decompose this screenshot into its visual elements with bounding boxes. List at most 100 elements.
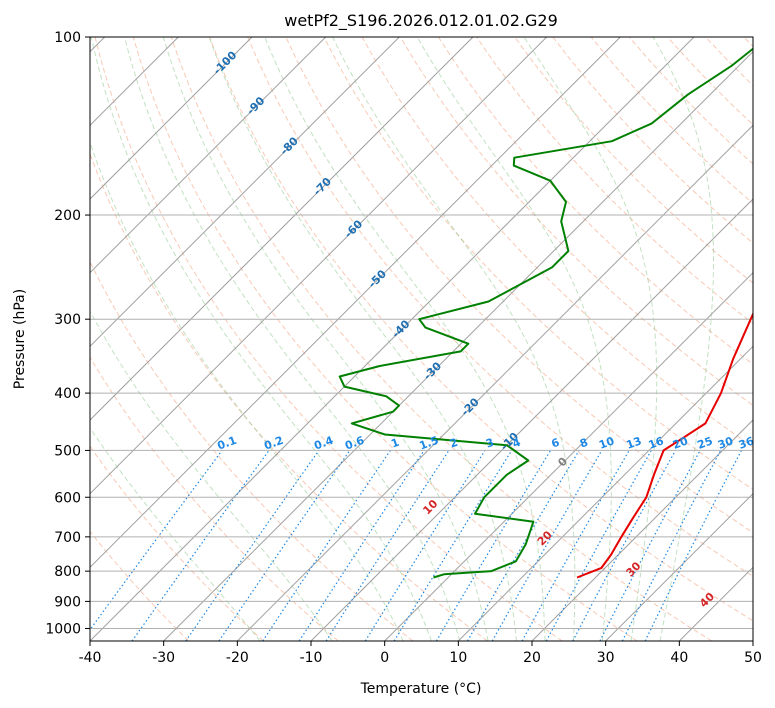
mixing-ratio-line bbox=[262, 450, 391, 641]
mixing-ratio-line bbox=[218, 450, 351, 641]
dry-adiabat bbox=[514, 37, 753, 284]
x-tick-label: -20 bbox=[226, 650, 249, 666]
mixing-ratio-label-30: 30 bbox=[716, 434, 735, 452]
isotherm bbox=[90, 37, 695, 641]
isotherm bbox=[605, 492, 753, 641]
mixing-ratio-label-20: 20 bbox=[671, 434, 690, 452]
x-tick-label: 50 bbox=[744, 650, 762, 666]
mixing-ratio-line bbox=[545, 450, 652, 641]
dry-adiabat bbox=[170, 37, 712, 641]
mixing-ratio-label-0.1: 0.1 bbox=[216, 434, 239, 453]
moist-adiabat bbox=[264, 37, 546, 641]
mixing-ratio-label-13: 13 bbox=[625, 434, 644, 451]
x-tick-label: -30 bbox=[152, 650, 175, 666]
mixing-ratio-label-16: 16 bbox=[647, 434, 666, 452]
moist-adiabat bbox=[90, 427, 261, 641]
mixing-ratio-label-36: 36 bbox=[737, 434, 756, 452]
mixing-ratio-line bbox=[325, 450, 450, 641]
pressure-gridlines bbox=[90, 37, 753, 629]
dry-adiabat bbox=[90, 152, 488, 641]
moist-adiabat bbox=[162, 37, 489, 641]
dry-adiabat bbox=[247, 37, 753, 577]
dry-adiabat bbox=[90, 530, 190, 641]
dry-adiabat bbox=[94, 37, 563, 641]
y-tick-label: 700 bbox=[54, 530, 81, 546]
mixing-ratio-label-8: 8 bbox=[578, 436, 590, 451]
y-axis: 100 200 300 400 500 600 700 800 900 1000 bbox=[45, 30, 90, 637]
y-tick-label: 400 bbox=[54, 386, 81, 402]
mixing-ratio-label-3: 3 bbox=[484, 436, 496, 451]
dry-adiabat bbox=[209, 37, 753, 622]
dry-adiabat bbox=[399, 37, 753, 407]
mixing-ratio-line bbox=[644, 450, 743, 641]
mixing-ratio-line bbox=[298, 450, 425, 641]
isotherm bbox=[457, 345, 753, 641]
temperature-line bbox=[576, 311, 753, 579]
isotherm bbox=[90, 37, 548, 495]
plot-frame bbox=[89, 36, 754, 642]
x-tick-label: 30 bbox=[597, 650, 615, 666]
y-tick-label: 1000 bbox=[45, 621, 81, 637]
mixing-ratio-line bbox=[393, 450, 513, 641]
mixing-ratio-line bbox=[131, 450, 270, 641]
x-axis-label: Temperature (°C) bbox=[360, 681, 482, 697]
mixing-ratio-label-2: 2 bbox=[448, 436, 460, 451]
profiles bbox=[338, 47, 753, 579]
dry-adiabat bbox=[90, 356, 339, 641]
moist-adiabat bbox=[124, 37, 461, 641]
mixing-ratio-line bbox=[90, 450, 223, 631]
moist-adiabat bbox=[90, 141, 404, 641]
mixing-ratio-label-0.2: 0.2 bbox=[262, 434, 285, 453]
moist-adiabat bbox=[90, 310, 333, 641]
y-tick-label: 300 bbox=[54, 312, 81, 328]
mixing-ratio-label-6: 6 bbox=[550, 436, 562, 451]
x-axis: -40 -30 -20 -10 0 10 20 30 40 50 bbox=[79, 641, 762, 666]
y-tick-label: 800 bbox=[54, 564, 81, 580]
mixing-ratio-line bbox=[521, 450, 630, 641]
chart-title: wetPf2_S196.2026.012.01.02.G29 bbox=[284, 11, 558, 31]
mixing-ratio-line bbox=[621, 450, 722, 641]
mixing-ratio-line bbox=[572, 450, 677, 641]
y-tick-label: 200 bbox=[54, 208, 81, 224]
dewpoint-line bbox=[338, 47, 753, 579]
isotherm bbox=[90, 37, 621, 569]
x-tick-label: -40 bbox=[79, 650, 102, 666]
x-tick-label: -10 bbox=[300, 650, 323, 666]
mixing-ratio-label-4: 4 bbox=[511, 436, 523, 451]
isotherm bbox=[236, 124, 753, 641]
x-tick-label: 10 bbox=[449, 650, 467, 666]
isotherm bbox=[90, 37, 474, 421]
mixing-ratio-label-25: 25 bbox=[696, 434, 715, 451]
isotherm bbox=[90, 37, 400, 348]
x-tick-label: 20 bbox=[523, 650, 541, 666]
isotherm bbox=[90, 37, 253, 200]
y-tick-label: 500 bbox=[54, 443, 81, 459]
moist-adiabat bbox=[90, 37, 432, 641]
dry-adiabat bbox=[90, 445, 264, 641]
isotherm bbox=[163, 50, 753, 641]
mixing-ratio-label-1: 1 bbox=[389, 436, 401, 451]
background-lines bbox=[90, 37, 753, 641]
moist-adiabat bbox=[208, 37, 517, 641]
isotherm bbox=[310, 198, 753, 641]
x-tick-label: 0 bbox=[380, 650, 389, 666]
dry-adiabat bbox=[323, 37, 753, 491]
isotherm bbox=[90, 37, 327, 274]
dry-adiabat bbox=[437, 37, 753, 365]
moist-adiabat bbox=[416, 37, 612, 641]
dry-adiabat bbox=[132, 37, 638, 641]
mixing-ratio-label-0.4: 0.4 bbox=[312, 434, 335, 453]
mixing-ratio-label-0.6: 0.6 bbox=[343, 434, 366, 453]
y-tick-label: 900 bbox=[54, 594, 81, 610]
x-tick-label: 40 bbox=[670, 650, 688, 666]
mixing-ratio-label-1.5: 1.5 bbox=[418, 434, 441, 453]
y-axis-label: Pressure (hPa) bbox=[12, 289, 28, 389]
mixing-ratio-line bbox=[185, 450, 320, 641]
isotherm bbox=[384, 271, 753, 641]
mixing-ratio-label-10: 10 bbox=[597, 434, 616, 452]
isotherm bbox=[531, 419, 753, 641]
y-tick-label: 100 bbox=[54, 30, 81, 46]
y-tick-label: 600 bbox=[54, 490, 81, 506]
